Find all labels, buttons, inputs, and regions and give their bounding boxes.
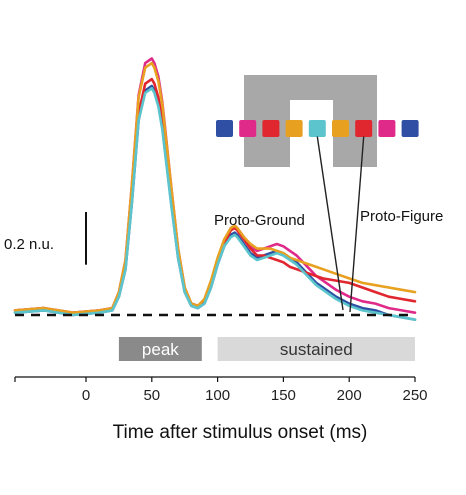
x-tick-label: 0 — [82, 387, 90, 404]
stimulus-square — [262, 120, 279, 137]
stimulus-square — [355, 120, 372, 137]
scale-bar: 0.2 n.u. — [4, 212, 86, 265]
x-tick-label: 250 — [402, 387, 427, 404]
stimulus-square — [239, 120, 256, 137]
stimulus-square — [216, 120, 233, 137]
stimulus-square — [332, 120, 349, 137]
x-tick-label: 50 — [143, 387, 160, 404]
stimulus-square — [286, 120, 303, 137]
x-axis: 0 50 100 150 200 250 — [15, 377, 428, 404]
x-tick-label: 150 — [271, 387, 296, 404]
stimulus-square — [378, 120, 395, 137]
window-label-sustained: sustained — [280, 340, 353, 359]
stimulus-square — [402, 120, 419, 137]
analysis-windows: peak sustained — [119, 337, 415, 361]
x-axis-title: Time after stimulus onset (ms) — [113, 422, 368, 443]
window-label-peak: peak — [142, 340, 179, 359]
annotation-proto-figure: Proto-Figure — [360, 208, 443, 225]
scale-bar-label: 0.2 n.u. — [4, 236, 54, 253]
stimulus-icon — [216, 75, 419, 167]
annotation-proto-ground: Proto-Ground — [214, 212, 305, 229]
x-tick-label: 100 — [205, 387, 230, 404]
stimulus-square — [309, 120, 326, 137]
x-tick-label: 200 — [337, 387, 362, 404]
